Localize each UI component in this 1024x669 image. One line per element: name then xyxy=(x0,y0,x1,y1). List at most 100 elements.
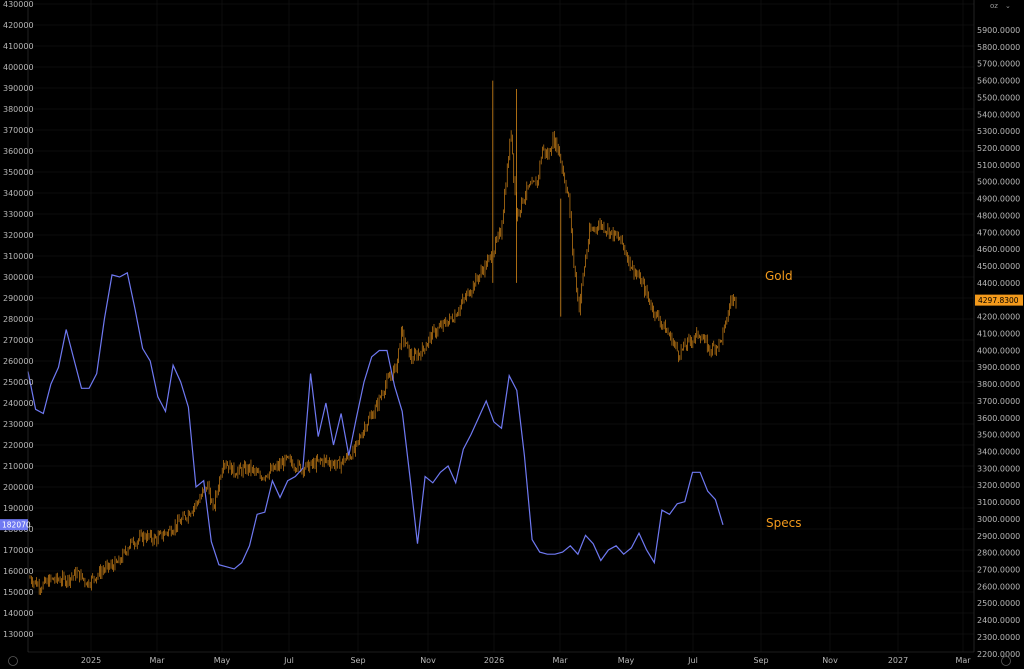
right-y-axis[interactable]: 5900.0000 5800.0000 5700.0000 5600.0000 5500… xyxy=(973,0,1023,659)
x-tick-label: Nov xyxy=(420,656,436,665)
x-tick-label: Mar xyxy=(955,656,971,665)
right-tick-label: 4100.0000 xyxy=(977,329,1020,338)
right-tick-label: 2200.0000 xyxy=(977,650,1020,659)
left-tick-label: 420000 xyxy=(3,21,34,30)
gold-last-value: 4297.8300 xyxy=(978,296,1019,305)
right-tick-label: 2700.0000 xyxy=(977,566,1020,575)
left-tick-label: 210000 xyxy=(3,462,34,471)
right-tick-label: 5300.0000 xyxy=(977,127,1020,136)
left-tick-label: 430000 xyxy=(3,0,34,9)
x-tick-label: 2025 xyxy=(81,656,101,665)
left-tick-label: 380000 xyxy=(3,105,34,114)
left-tick-label: 190000 xyxy=(3,504,34,513)
x-tick-label: May xyxy=(618,656,635,665)
left-tick-label: 320000 xyxy=(3,231,34,240)
right-tick-label: 4800.0000 xyxy=(977,211,1020,220)
right-tick-label: 5800.0000 xyxy=(977,43,1020,52)
right-tick-label: 2300.0000 xyxy=(977,633,1020,642)
currency-label[interactable]: oz xyxy=(990,2,998,10)
right-tick-label: 3500.0000 xyxy=(977,431,1020,440)
x-tick-label: Mar xyxy=(552,656,568,665)
gold-label: Gold xyxy=(765,269,793,283)
right-tick-label: 2800.0000 xyxy=(977,549,1020,558)
x-tick-label: May xyxy=(214,656,231,665)
left-tick-label: 350000 xyxy=(3,168,34,177)
left-tick-label: 230000 xyxy=(3,420,34,429)
right-tick-label: 3800.0000 xyxy=(977,380,1020,389)
left-tick-label: 310000 xyxy=(3,252,34,261)
left-tick-label: 220000 xyxy=(3,441,34,450)
left-tick-label: 300000 xyxy=(3,273,34,282)
right-tick-label: 4400.0000 xyxy=(977,279,1020,288)
left-tick-label: 390000 xyxy=(3,84,34,93)
right-tick-label: 2400.0000 xyxy=(977,616,1020,625)
specs-label: Specs xyxy=(766,516,801,530)
x-tick-label: Sep xyxy=(350,656,365,665)
right-tick-label: 4600.0000 xyxy=(977,245,1020,254)
right-tick-label: 3000.0000 xyxy=(977,515,1020,524)
left-tick-label: 160000 xyxy=(3,567,34,576)
left-y-axis[interactable]: 430000 420000 410000 400000 390000 380000 3700… xyxy=(0,0,34,652)
left-tick-label: 370000 xyxy=(3,126,34,135)
right-tick-label: 2500.0000 xyxy=(977,599,1020,608)
x-axis[interactable]: 2025 Mar May Jul Sep Nov 2026 Mar May Jul Sep Nov 20… xyxy=(28,651,974,665)
left-tick-label: 150000 xyxy=(3,588,34,597)
right-tick-label: 3900.0000 xyxy=(977,363,1020,372)
left-tick-label: 410000 xyxy=(3,42,34,51)
right-tick-label: 5600.0000 xyxy=(977,77,1020,86)
specs-line xyxy=(27,271,724,570)
right-tick-label: 5100.0000 xyxy=(977,161,1020,170)
right-tick-label: 3600.0000 xyxy=(977,414,1020,423)
x-tick-label: Sep xyxy=(753,656,768,665)
right-tick-label: 4200.0000 xyxy=(977,313,1020,322)
left-tick-label: 140000 xyxy=(3,609,34,618)
left-tick-label: 360000 xyxy=(3,147,34,156)
right-tick-label: 5500.0000 xyxy=(977,93,1020,102)
x-tick-label: 2027 xyxy=(888,656,908,665)
right-tick-label: 3100.0000 xyxy=(977,498,1020,507)
series-labels: Gold Specs xyxy=(765,269,801,530)
left-tick-label: 130000 xyxy=(3,630,34,639)
left-tick-label: 400000 xyxy=(3,63,34,72)
right-tick-label: 3400.0000 xyxy=(977,448,1020,457)
right-tick-label: 3200.0000 xyxy=(977,481,1020,490)
left-tick-label: 340000 xyxy=(3,189,34,198)
right-tick-label: 3700.0000 xyxy=(977,397,1020,406)
right-tick-label: 5200.0000 xyxy=(977,144,1020,153)
left-tick-label: 280000 xyxy=(3,315,34,324)
left-tick-label: 260000 xyxy=(3,357,34,366)
x-tick-label: Jul xyxy=(687,656,698,665)
right-tick-label: 4000.0000 xyxy=(977,346,1020,355)
x-tick-label: Mar xyxy=(149,656,165,665)
left-tick-label: 200000 xyxy=(3,483,34,492)
right-tick-label: 5400.0000 xyxy=(977,110,1020,119)
x-tick-label: Nov xyxy=(822,656,838,665)
settings-icon[interactable] xyxy=(8,656,18,666)
right-tick-label: 5900.0000 xyxy=(977,26,1020,35)
left-tick-label: 250000 xyxy=(3,378,34,387)
right-tick-label: 2600.0000 xyxy=(977,582,1020,591)
right-tick-label: 4900.0000 xyxy=(977,195,1020,204)
corner-controls[interactable]: oz ⌄ xyxy=(8,2,1011,666)
x-tick-label: Jul xyxy=(283,656,294,665)
right-tick-label: 4700.0000 xyxy=(977,228,1020,237)
left-tick-label: 270000 xyxy=(3,336,34,345)
gold-last-value-pill xyxy=(975,294,1023,306)
left-tick-label: 330000 xyxy=(3,210,34,219)
right-tick-label: 2900.0000 xyxy=(977,532,1020,541)
left-tick-label: 290000 xyxy=(3,294,34,303)
x-tick-label: 2026 xyxy=(484,656,504,665)
grid-lines xyxy=(28,0,974,652)
log-toggle[interactable] xyxy=(1001,656,1011,666)
specs-last-value: 182070 xyxy=(2,521,31,530)
left-tick-label: 170000 xyxy=(3,546,34,555)
right-tick-label: 5000.0000 xyxy=(977,178,1020,187)
specs-last-value-pill xyxy=(0,519,28,531)
right-tick-label: 3300.0000 xyxy=(977,464,1020,473)
left-tick-label: 240000 xyxy=(3,399,34,408)
chevron-down-icon[interactable]: ⌄ xyxy=(1005,2,1011,10)
right-tick-label: 5700.0000 xyxy=(977,60,1020,69)
specs-series[interactable] xyxy=(27,271,724,570)
